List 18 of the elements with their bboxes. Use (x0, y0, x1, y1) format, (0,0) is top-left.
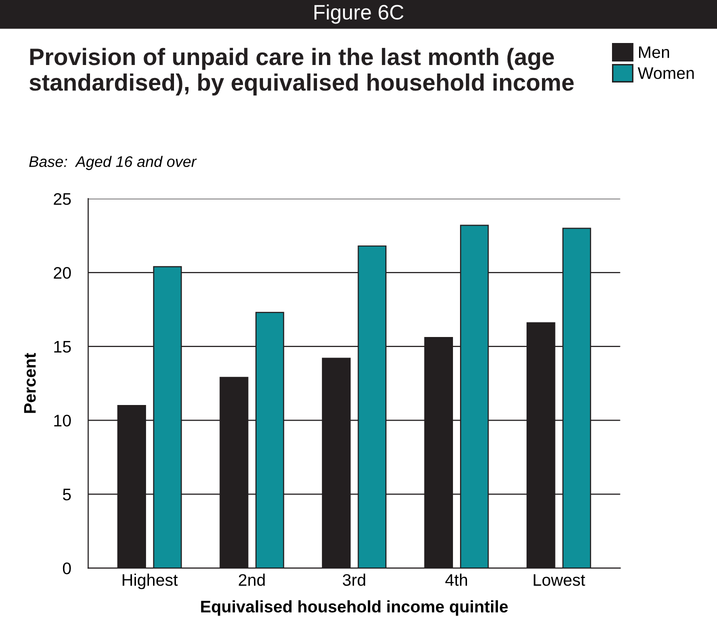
y-tick-label: 5 (62, 488, 71, 500)
y-tick-label: 25 (54, 193, 71, 205)
x-tick-label: 3rd (342, 574, 366, 586)
y-tick-label: 10 (54, 414, 71, 427)
x-axis-title: Equivalised household income quintile (201, 600, 508, 616)
legend-label: Men (639, 46, 670, 58)
chart-subtitle: Base: Aged 16 and over (29, 156, 197, 170)
y-tick-label: 0 (62, 562, 71, 574)
x-tick-label: Lowest (534, 574, 586, 586)
caption: Figure 6C (314, 4, 404, 24)
x-tick-label: 4th (445, 574, 468, 586)
legend-label: Women (638, 67, 694, 80)
x-tick-label: Highest (122, 574, 178, 590)
y-tick-label: 15 (54, 341, 71, 353)
x-tick-label: 2nd (238, 574, 265, 586)
y-axis-title: Percent (24, 353, 36, 413)
chart-title: Provision of unpaid care in the last month (age standardised), by equivalised household income (30, 48, 574, 96)
y-tick-label: 20 (54, 267, 71, 279)
